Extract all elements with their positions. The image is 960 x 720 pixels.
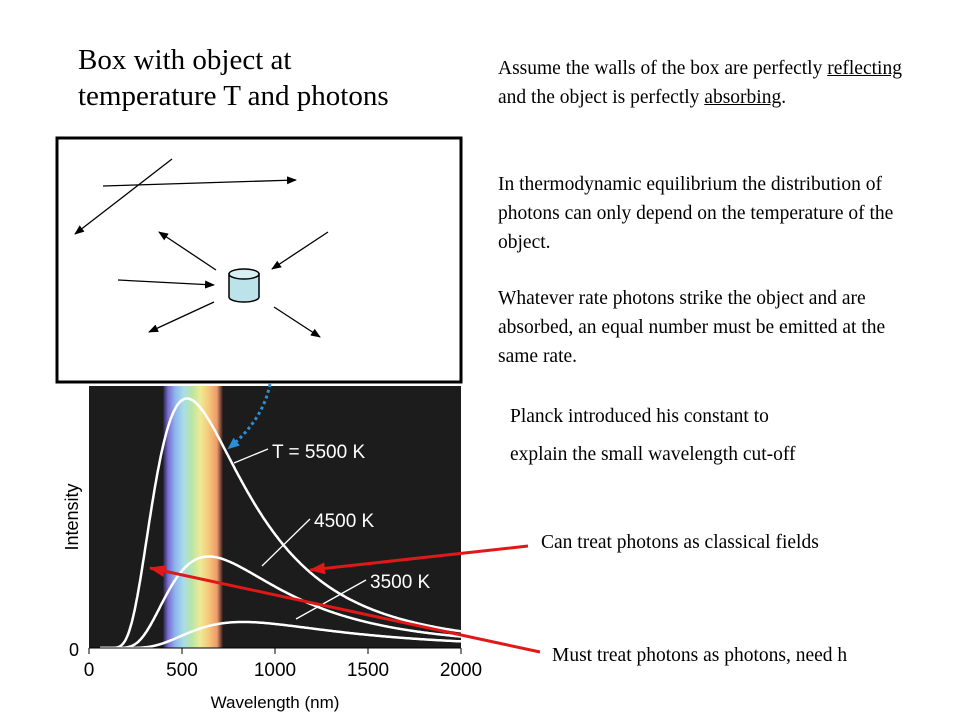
blackbody-chart: 0 500 1000 1500 2000 Intensity Wavelength (n… (62, 386, 482, 712)
x-tick-label: 1000 (254, 660, 296, 681)
paragraph-walls: Assume the walls of the box are perfectl… (498, 54, 918, 112)
leader-4500 (261, 518, 311, 567)
planck-line-1: Planck introduced his constant to (510, 406, 769, 427)
absorbing-object (228, 268, 260, 303)
paragraph-equilibrium: In thermodynamic equilibrium the distrib… (498, 174, 894, 253)
photons-need-h-label: Must treat photons as photons, need h (552, 645, 848, 666)
leader-5500 (233, 448, 269, 464)
title-line-2: temperature T and photons (78, 80, 389, 112)
p1-text-c: . (781, 87, 787, 108)
y-axis-label: Intensity (62, 483, 82, 550)
photon-arrow (158, 231, 217, 271)
visible-spectrum-band (163, 386, 223, 648)
series-curve-3500 (100, 620, 462, 650)
y-tick-0: 0 (69, 640, 79, 660)
dotted-link-arrow (227, 383, 272, 450)
planck-note: Planck introduced his constant to explai… (510, 398, 940, 474)
photon-arrow (74, 158, 173, 235)
series-curve-5500 (100, 397, 462, 650)
chart-plot-area (89, 386, 461, 648)
photon-arrow (148, 301, 215, 333)
photon-arrow (117, 279, 215, 289)
photon-arrow (271, 231, 329, 270)
series-label-4500: 4500 K (314, 511, 375, 532)
x-tick-label: 500 (166, 660, 198, 681)
reflecting-word: reflecting (827, 58, 902, 79)
classical-fields-label: Can treat photons as classical fields (541, 532, 819, 553)
x-tick-label: 0 (84, 660, 95, 681)
classical-arrow (309, 544, 529, 575)
absorbing-word: absorbing (704, 87, 782, 108)
slide-title: Box with object at temperature T and pho… (78, 42, 458, 114)
leader-3500 (295, 579, 367, 620)
x-axis-label: Wavelength (nm) (211, 693, 340, 712)
p1-text-a: Assume the walls of the box are perfectl… (498, 58, 828, 79)
series-label-3500: 3500 K (370, 572, 431, 593)
x-tick-label: 1500 (347, 660, 389, 681)
paragraph-rate: Whatever rate photons strike the object … (498, 288, 886, 367)
photon-arrow (102, 176, 297, 187)
photon-arrow (273, 306, 321, 338)
series-label-leaders (233, 448, 367, 620)
planck-line-2: explain the small wavelength cut-off (510, 444, 796, 465)
photon-arrows (74, 158, 329, 338)
p1-text-b: and the object is perfectly (498, 87, 705, 108)
photon-h-arrow (149, 565, 541, 654)
title-line-1: Box with object at (78, 44, 292, 76)
series-curve-4500 (100, 555, 462, 650)
x-tick-label: 2000 (440, 660, 482, 681)
box-outline (55, 136, 463, 384)
series-label-5500: T = 5500 K (272, 442, 365, 463)
